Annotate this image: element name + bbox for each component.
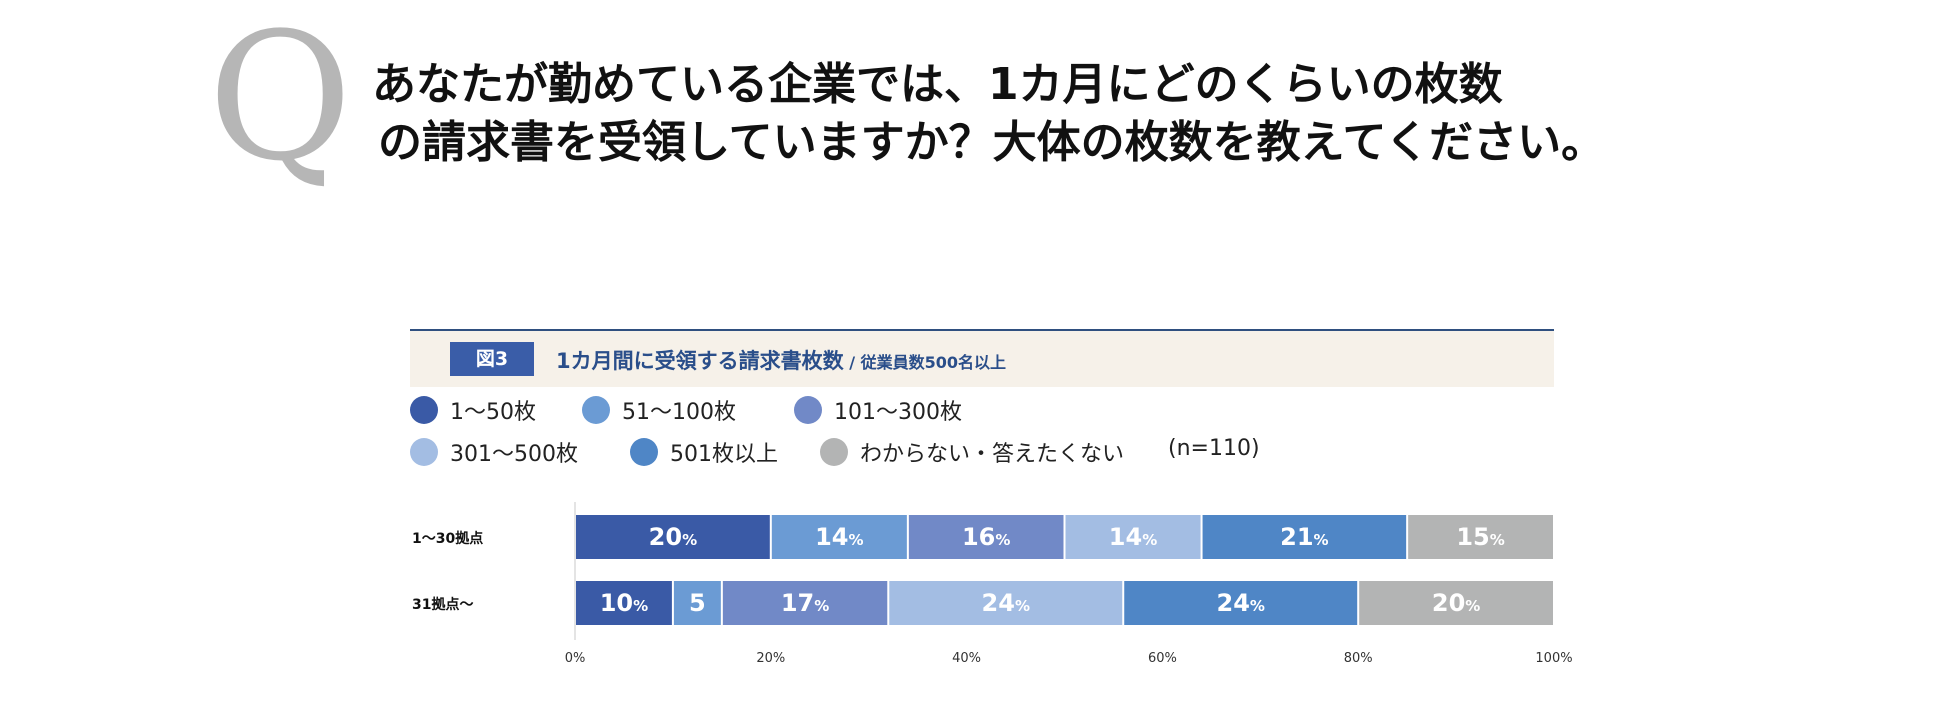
category-label: 31拠点〜 (412, 596, 473, 613)
figure-header: 図3 1カ月間に受領する請求書枚数 / 従業員数500名以上 (410, 329, 1554, 387)
legend-label-6: わからない・答えたくない (860, 442, 1125, 467)
legend-swatch-2 (582, 396, 610, 424)
q-mark: Q (208, 0, 353, 200)
data-label: 20% (649, 523, 697, 551)
x-tick-label: 20% (756, 651, 785, 666)
figure-badge: 図3 (450, 342, 534, 376)
bar-segment (1065, 515, 1201, 559)
data-label: 15% (1456, 523, 1504, 551)
legend-swatch-1 (410, 396, 438, 424)
data-label: 21% (1280, 523, 1328, 551)
legend-label-2: 51〜100枚 (622, 400, 736, 425)
x-tick-label: 40% (952, 651, 981, 666)
data-label: 10% (600, 589, 648, 617)
legend-label-3: 101〜300枚 (834, 400, 962, 425)
bar-segment (576, 515, 770, 559)
bar-segment (722, 581, 888, 625)
figure-title-text: 1カ月間に受領する請求書枚数 (556, 349, 844, 373)
question-line-2: の請求書を受領していますか？大体の枚数を教えてください。 (378, 117, 1606, 168)
data-label: 14% (1109, 523, 1157, 551)
category-label: 1〜30拠点 (412, 530, 483, 547)
bar-segment (1408, 515, 1553, 559)
bar-segment (889, 581, 1123, 625)
x-tick-label: 0% (565, 651, 586, 666)
question-line-1: あなたが勤めている企業では、1カ月にどのくらいの枚数 (372, 59, 1503, 110)
chart-legend: 1〜50枚 51〜100枚 101〜300枚 301〜500枚 501枚以上 わ… (410, 394, 1554, 474)
legend-item-1: 1〜50枚 (410, 394, 536, 426)
data-label: 24% (1217, 589, 1265, 617)
bar-segment (771, 515, 907, 559)
legend-swatch-5 (630, 438, 658, 466)
x-tick-label: 60% (1148, 651, 1177, 666)
x-tick-label: 100% (1535, 651, 1572, 666)
figure-subtitle: / 従業員数500名以上 (843, 353, 1007, 372)
data-label: 17% (781, 589, 829, 617)
legend-swatch-3 (794, 396, 822, 424)
bar-segment (1124, 581, 1358, 625)
legend-item-2: 51〜100枚 (582, 394, 736, 426)
bar-segment (673, 581, 721, 625)
data-label: 16% (962, 523, 1010, 551)
legend-label-4: 301〜500枚 (450, 442, 578, 467)
sample-size: (n=110) (1168, 436, 1260, 461)
legend-item-3: 101〜300枚 (794, 394, 962, 426)
data-label: 20% (1432, 589, 1480, 617)
bar-segment (576, 581, 672, 625)
legend-swatch-6 (820, 438, 848, 466)
bar-segment (1359, 581, 1553, 625)
legend-swatch-4 (410, 438, 438, 466)
legend-label-5: 501枚以上 (670, 442, 778, 467)
x-tick-label: 80% (1344, 651, 1373, 666)
legend-item-5: 501枚以上 (630, 436, 778, 468)
figure-title: 1カ月間に受領する請求書枚数 / 従業員数500名以上 (556, 345, 1006, 375)
bar-segment (1202, 515, 1407, 559)
bar-segment (908, 515, 1064, 559)
legend-item-6: わからない・答えたくない (820, 436, 1124, 468)
question-text: あなたが勤めている企業では、1カ月にどのくらいの枚数 の請求書を受領していますか… (372, 56, 1652, 172)
legend-label-1: 1〜50枚 (450, 400, 536, 425)
legend-item-4: 301〜500枚 (410, 436, 578, 468)
data-label: 14% (815, 523, 863, 551)
data-label: 5 (689, 589, 706, 617)
data-label: 24% (982, 589, 1030, 617)
